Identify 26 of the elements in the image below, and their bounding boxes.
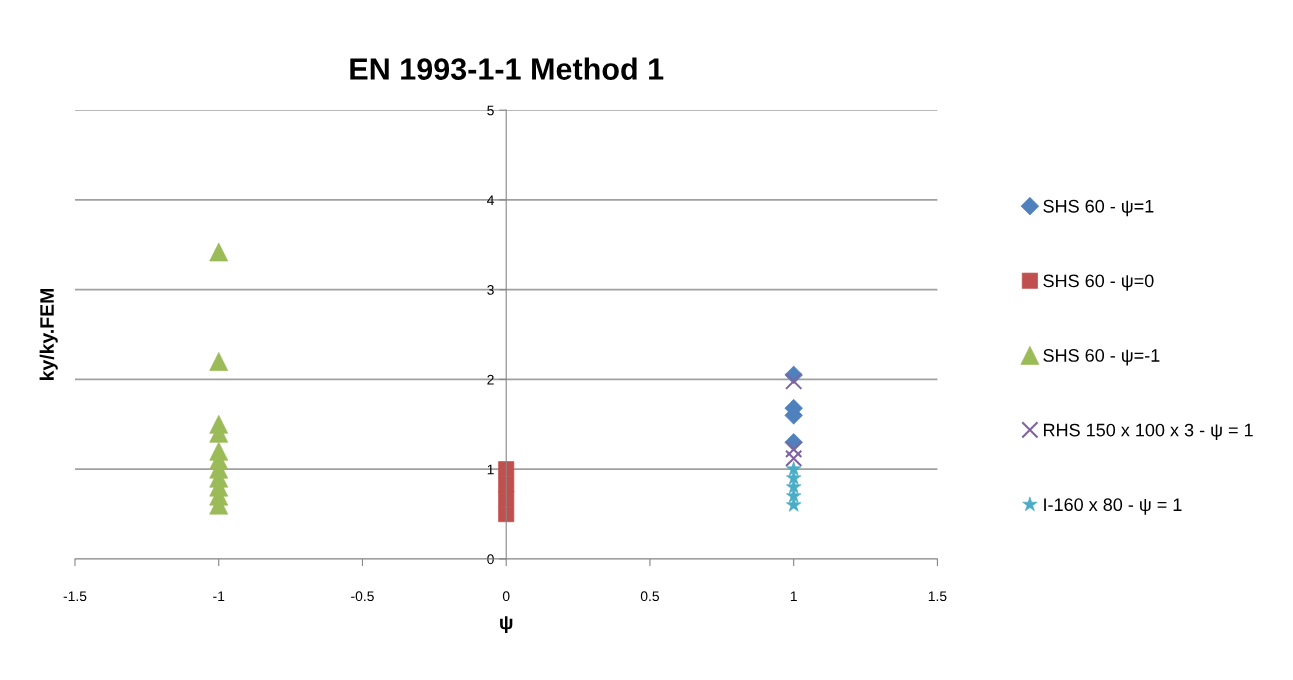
legend-label: RHS 150 x 100 x 3 - ψ = 1 bbox=[1044, 423, 1253, 441]
y-tick-label: 3 bbox=[487, 285, 494, 295]
y-axis-title: ky/ky.FEM bbox=[39, 289, 58, 381]
y-tick-label: 2 bbox=[487, 374, 494, 385]
y-tick-label: 4 bbox=[487, 195, 494, 205]
x-tick-label: -1.5 bbox=[63, 591, 87, 602]
x-tick-label: 1.5 bbox=[928, 591, 947, 602]
point bbox=[785, 440, 803, 459]
legend-label: I-160 x 80 - ψ = 1 bbox=[1044, 498, 1182, 515]
x-tick-label: -1 bbox=[213, 591, 225, 601]
legend-label: SHS 60 - ψ=1 bbox=[1043, 199, 1154, 217]
legend-label: SHS 60 - ψ=-1 bbox=[1043, 349, 1160, 366]
x-tick-label: -0.5 bbox=[351, 591, 374, 602]
chart-title: EN 1993-1-1 Method 1 bbox=[350, 57, 664, 80]
x-tick-label: 1 bbox=[790, 591, 797, 601]
x-tick-label: 0 bbox=[502, 591, 510, 602]
x-tick-label: 0.5 bbox=[640, 591, 660, 602]
y-tick-label: 1 bbox=[487, 464, 494, 475]
point bbox=[209, 242, 229, 262]
point bbox=[785, 372, 803, 390]
point bbox=[209, 352, 229, 371]
y-tick-label: 5 bbox=[487, 105, 494, 116]
point bbox=[785, 449, 803, 468]
x-axis-title: ψ bbox=[500, 616, 513, 634]
legend-label: SHS 60 - ψ=0 bbox=[1043, 274, 1154, 291]
y-tick-label: 0 bbox=[487, 554, 494, 565]
